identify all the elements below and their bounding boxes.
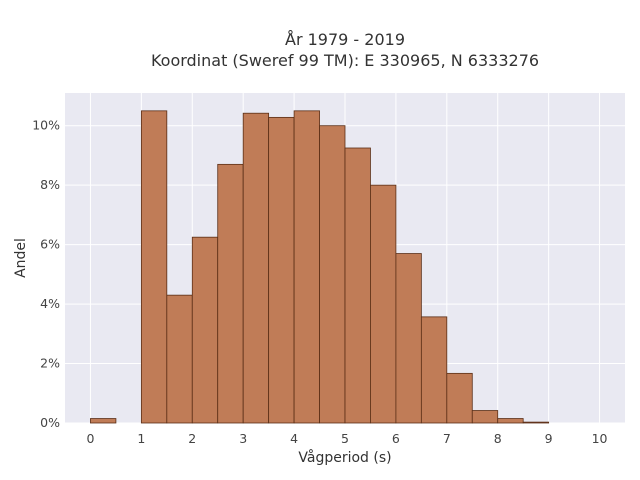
x-tick-label: 6 xyxy=(392,431,400,446)
histogram-bar xyxy=(90,418,117,424)
x-axis-ticks: 0 1 2 3 4 5 6 7 8 9 10 xyxy=(86,431,607,446)
histogram-bar xyxy=(344,147,371,424)
x-tick-label: 0 xyxy=(86,431,94,446)
histogram-bar xyxy=(217,163,244,424)
x-tick-label: 3 xyxy=(239,431,247,446)
histogram-bar xyxy=(268,116,295,424)
histogram-bar xyxy=(319,125,346,424)
histogram-bar xyxy=(471,410,499,424)
x-tick-label: 9 xyxy=(545,431,553,446)
histogram-bar xyxy=(166,294,193,424)
x-tick-label: 8 xyxy=(494,431,502,446)
chart-title-line1: År 1979 - 2019 xyxy=(285,30,405,49)
bars xyxy=(90,110,550,424)
y-tick-label: 10% xyxy=(32,118,60,133)
histogram-bar xyxy=(497,418,524,424)
x-tick-label: 4 xyxy=(290,431,298,446)
y-tick-label: 0% xyxy=(40,415,60,430)
x-tick-label: 7 xyxy=(443,431,451,446)
histogram-bar xyxy=(242,112,270,424)
y-axis-ticks: 0% 2% 4% 6% 8% 10% xyxy=(32,118,60,430)
y-tick-label: 2% xyxy=(40,356,60,371)
x-tick-label: 10 xyxy=(592,431,608,446)
y-tick-label: 4% xyxy=(40,296,60,311)
x-axis-title: Vågperiod (s) xyxy=(298,449,391,466)
histogram-bar xyxy=(191,236,219,424)
x-tick-label: 1 xyxy=(137,431,145,446)
x-tick-label: 5 xyxy=(341,431,349,446)
chart-title-line2: Koordinat (Sweref 99 TM): E 330965, N 63… xyxy=(151,51,539,70)
histogram-bar xyxy=(140,110,168,424)
x-tick-label: 2 xyxy=(188,431,196,446)
y-tick-label: 6% xyxy=(40,237,60,252)
histogram-bar xyxy=(446,372,473,424)
histogram-bar xyxy=(293,110,320,424)
y-axis-title: Andel xyxy=(13,238,29,278)
y-tick-label: 8% xyxy=(40,177,60,192)
histogram-bar xyxy=(395,253,422,424)
histogram-bar xyxy=(370,184,397,424)
histogram-bar xyxy=(522,421,550,424)
histogram-bar xyxy=(420,316,448,424)
